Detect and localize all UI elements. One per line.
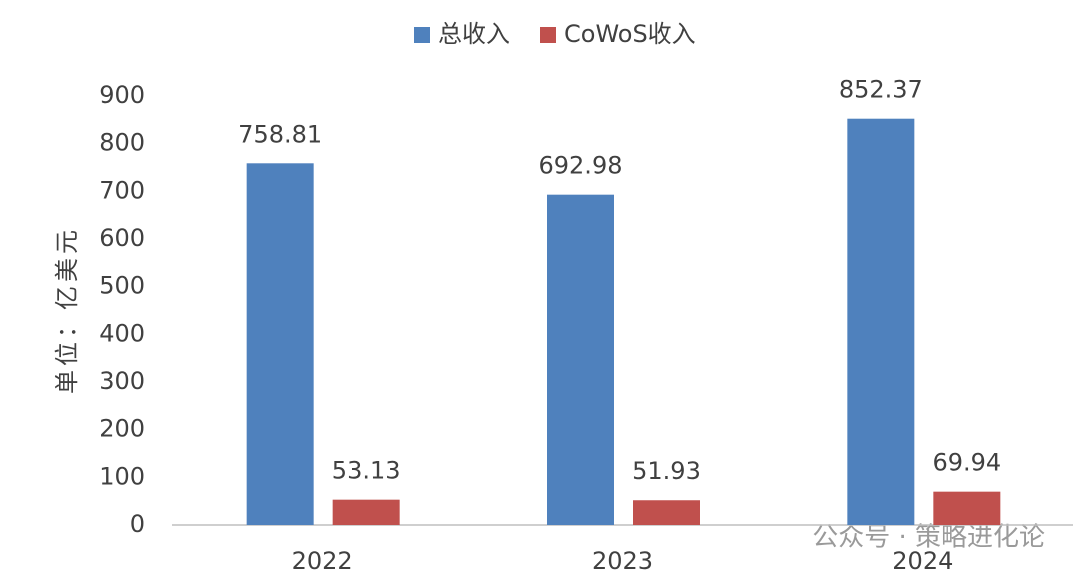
bar [332,499,400,525]
y-tick-label: 800 [99,129,145,157]
y-tick-label: 300 [99,367,145,395]
data-label: 53.13 [332,457,401,485]
legend-swatch [414,27,430,43]
y-tick-label: 600 [99,224,145,252]
data-label: 758.81 [238,120,322,148]
data-label: 69.94 [932,449,1001,477]
data-label: 852.37 [839,76,923,104]
bar [933,491,1001,525]
y-tick-label: 200 [99,415,145,443]
bar [547,194,614,525]
legend-swatch [540,27,556,43]
x-tick-label: 2023 [592,547,653,575]
bar [246,163,314,525]
watermark: 公众号 · 策略进化论 [812,523,1045,553]
y-tick-label: 400 [99,319,145,347]
legend-label: 总收入 [438,20,510,48]
y-tick-label: 500 [99,272,145,300]
y-axis-label: 单位：亿美元 [53,226,81,394]
y-tick-label: 0 [130,510,145,538]
data-label: 51.93 [632,457,701,485]
y-tick-label: 900 [99,81,145,109]
y-tick-label: 700 [99,176,145,204]
y-tick-label: 100 [99,462,145,490]
bar [847,118,915,525]
x-tick-label: 2022 [292,547,353,575]
bar [633,500,700,525]
x-tick-label: 2024 [892,547,953,575]
data-label: 692.98 [539,152,623,180]
legend-label: CoWoS收入 [564,20,696,48]
